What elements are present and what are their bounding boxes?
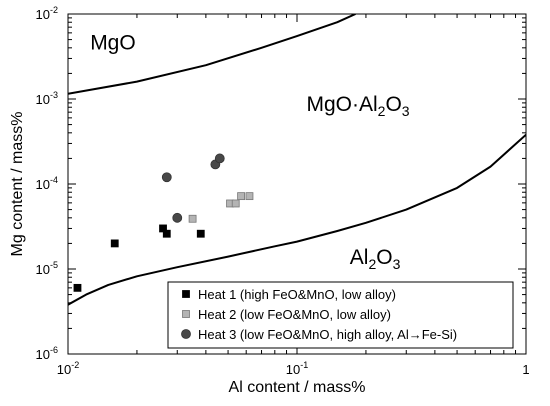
data-point-heat-1 [110,239,119,248]
legend-marker-heat-2 [182,310,190,318]
x-tick-label: 10-2 [57,360,79,377]
legend-marker-heat-3 [181,329,191,339]
region-labels: MgO MgO·Al2O3 Al2O3 [90,32,410,272]
data-point-heat-2 [188,214,197,223]
data-point-heat-2 [237,192,245,201]
data-point-heat-1 [73,283,82,292]
legend-marker-heat-1 [182,290,190,298]
boundary-line [68,133,526,306]
data-point-heat-3 [161,172,172,183]
legend-label-heat-3: Heat 3 (low FeO&MnO, high alloy, Al→Fe-S… [198,327,457,342]
region-label: MgO [90,32,136,55]
y-tick-label: 10-5 [36,260,58,277]
y-tick-label: 10-3 [36,90,58,107]
data-point-heat-3 [214,153,225,164]
data-points [73,153,254,292]
legend-label-heat-2: Heat 2 (low FeO&MnO, low alloy) [198,307,391,322]
data-point-heat-1 [196,229,205,238]
legend-label-heat-1: Heat 1 (high FeO&MnO, low alloy) [198,287,396,302]
data-point-heat-2 [231,199,240,208]
x-tick-label: 10-1 [286,360,308,377]
y-tick-label: 10-6 [36,345,58,362]
data-point-heat-3 [172,212,183,223]
axis-ticks: 10-2 10-1 1 10-6 10-5 10-4 10-3 10-2 [36,5,530,377]
x-axis-label: Al content / mass% [229,379,366,396]
y-tick-label: 10-4 [36,175,58,192]
boundary-lines [68,14,526,306]
region-label: Al2O3 [350,246,401,272]
y-tick-label: 10-2 [36,5,58,22]
region-label: MgO·Al2O3 [306,93,409,119]
boundary-line [68,14,356,95]
x-tick-label: 1 [522,362,529,377]
legend: Heat 1 (high FeO&MnO, low alloy) Heat 2 (… [167,281,514,349]
data-point-heat-1 [162,229,171,238]
y-axis-label: Mg content / mass% [9,112,26,257]
data-point-heat-2 [245,192,254,201]
legend-box [167,281,514,349]
